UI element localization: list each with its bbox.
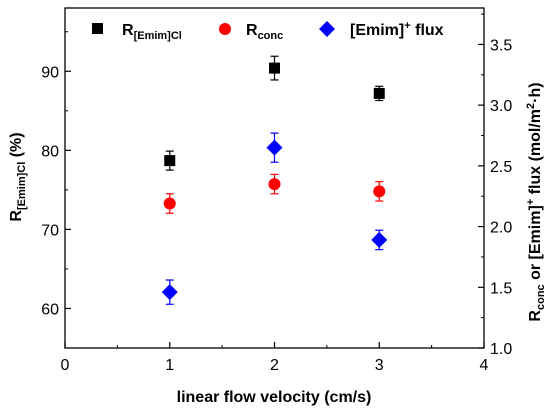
left-tick-label: 90 (41, 64, 59, 81)
right-tick-label: 1.0 (490, 341, 512, 358)
legend-marker-r-emimcl (92, 23, 103, 34)
point-r-conc (373, 185, 386, 198)
point-emim-flux (266, 139, 283, 156)
left-tick-label: 80 (41, 143, 59, 160)
right-tick-label: 1.5 (490, 280, 512, 297)
point-r-emimcl (373, 87, 385, 99)
right-axis-title: Rconc or [Emim]+ flux (mol/m2·h) (525, 82, 547, 321)
legend-marker-emim-flux (319, 21, 335, 37)
legend-label-r-conc: Rconc (246, 22, 283, 42)
x-tick-label: 1 (165, 357, 174, 374)
point-emim-flux (371, 231, 388, 248)
x-tick-label: 0 (61, 357, 70, 374)
right-tick-label: 2.0 (490, 220, 512, 237)
x-axis-title: linear flow velocity (cm/s) (177, 389, 372, 406)
legend-label-r-emimcl: R[Emim]Cl (122, 22, 182, 42)
x-tick-label: 3 (375, 357, 384, 374)
right-tick-label: 3.0 (490, 98, 512, 115)
point-r-conc (268, 178, 281, 191)
x-tick-label: 4 (480, 357, 489, 374)
legend-marker-r-conc (219, 23, 231, 35)
left-tick-label: 60 (41, 301, 59, 318)
point-emim-flux (161, 284, 178, 301)
point-r-emimcl (269, 62, 280, 74)
left-axis-title: R[Emim]Cl (%) (8, 132, 28, 221)
right-tick-label: 2.5 (490, 159, 512, 176)
point-r-emimcl (164, 155, 176, 167)
right-tick-label: 3.5 (490, 37, 512, 54)
legend-label-emim-flux: [Emim]+ flux (350, 20, 444, 39)
left-tick-label: 70 (41, 222, 59, 239)
legend: R[Emim]Cl Rconc [Emim]+ flux (92, 20, 444, 42)
point-r-conc (163, 197, 176, 210)
x-tick-label: 2 (270, 357, 279, 374)
